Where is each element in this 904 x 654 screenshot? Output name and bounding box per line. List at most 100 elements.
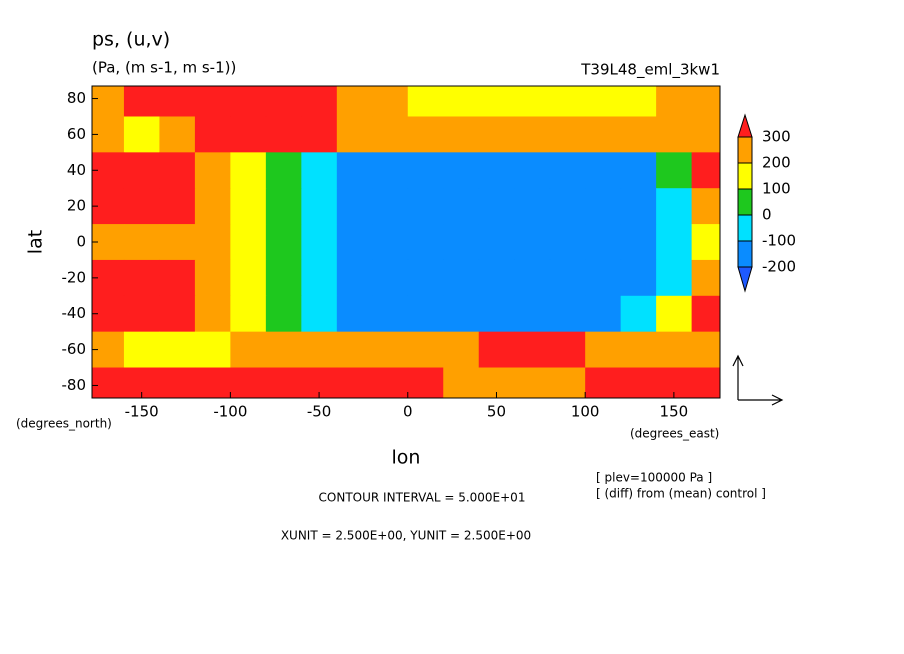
field-cell: [585, 295, 622, 333]
field-cell: [620, 188, 657, 225]
field-cell: [691, 224, 721, 261]
field-cell: [230, 86, 267, 117]
colorbar-box: [737, 136, 753, 164]
field-cell: [372, 116, 409, 153]
field-cell: [407, 367, 444, 399]
field-cell: [123, 188, 160, 225]
field-cell: [656, 116, 693, 153]
field-cell: [230, 295, 267, 333]
field-cell: [620, 367, 657, 399]
field-cell: [372, 331, 409, 369]
field-cell: [549, 367, 586, 399]
y-tick-label: 0: [76, 233, 86, 251]
x-tick-label: -100: [213, 403, 247, 421]
field-cell: [265, 259, 302, 297]
field-cell: [194, 367, 231, 399]
field-cell: [549, 86, 586, 117]
field-cell: [159, 367, 196, 399]
field-cell: [159, 152, 196, 189]
field-cell: [585, 259, 622, 297]
field-cell: [478, 116, 515, 153]
field-cell: [656, 295, 693, 333]
field-cell: [443, 86, 480, 117]
field-cell: [407, 86, 444, 117]
field-cell: [336, 188, 373, 225]
field-cell: [656, 86, 693, 117]
field-cell: [159, 295, 196, 333]
field-cell: [585, 331, 622, 369]
annotation: [ (diff) from (mean) control ]: [596, 487, 766, 501]
field-cell: [301, 152, 338, 189]
field-cell: [123, 224, 160, 261]
field-cell: [478, 188, 515, 225]
field-cell: [336, 295, 373, 333]
field-cell: [265, 152, 302, 189]
field-cell: [159, 188, 196, 225]
field-cell: [301, 295, 338, 333]
field-cell: [478, 224, 515, 261]
field-cell: [194, 295, 231, 333]
field-cell: [549, 295, 586, 333]
field-cell: [514, 86, 551, 117]
y-units: (degrees_north): [16, 417, 112, 431]
field-cell: [443, 152, 480, 189]
field-cell: [514, 152, 551, 189]
y-tick-label: 60: [67, 125, 86, 143]
field-cell: [549, 152, 586, 189]
field-cell: [478, 295, 515, 333]
field-cell: [443, 188, 480, 225]
field-cell: [620, 331, 657, 369]
field-cell: [230, 224, 267, 261]
field-cell: [123, 86, 160, 117]
chart-title: ps, (u,v): [92, 29, 170, 51]
field-cell: [301, 259, 338, 297]
field-cell: [123, 152, 160, 189]
x-tick-label: 150: [660, 403, 689, 421]
field-cell: [194, 224, 231, 261]
field-cell: [620, 86, 657, 117]
field-cell: [407, 259, 444, 297]
field-cell: [514, 295, 551, 333]
field-cell: [159, 331, 196, 369]
y-tick-label: -20: [62, 268, 87, 286]
field-cell: [656, 152, 693, 189]
field-cell: [691, 152, 721, 189]
field-cell: [159, 116, 196, 153]
field-cell: [372, 152, 409, 189]
field-cell: [372, 367, 409, 399]
field-cell: [514, 331, 551, 369]
field-cell: [265, 367, 302, 399]
colorbar-tip: [737, 113, 753, 138]
field-cell: [336, 86, 373, 117]
colorbar-box: [737, 214, 753, 242]
field-cell: [585, 116, 622, 153]
field-cell: [691, 86, 721, 117]
field-cell: [656, 224, 693, 261]
colorbar-label: 300: [762, 128, 791, 146]
field-cell: [336, 116, 373, 153]
field-cell: [656, 188, 693, 225]
field-cell: [265, 116, 302, 153]
x-tick-label: 100: [571, 403, 600, 421]
x-tick-label: 50: [487, 403, 506, 421]
field-cell: [585, 152, 622, 189]
y-tick-label: 20: [67, 197, 86, 215]
field-cell: [265, 86, 302, 117]
field-cell: [265, 224, 302, 261]
field-cell: [585, 367, 622, 399]
field-cell: [372, 259, 409, 297]
field-cell: [301, 188, 338, 225]
field-cell: [443, 367, 480, 399]
vector-units: XUNIT = 2.500E+00, YUNIT = 2.500E+00: [281, 529, 531, 543]
field-cell: [194, 116, 231, 153]
field-cell: [92, 367, 125, 399]
y-tick-label: -40: [62, 304, 87, 322]
field-cell: [194, 331, 231, 369]
colorbar-label: -100: [762, 232, 796, 250]
field-cell: [443, 259, 480, 297]
x-units: (degrees_east): [630, 427, 719, 441]
field-cell: [123, 259, 160, 297]
field-cell: [514, 188, 551, 225]
field-cell: [443, 224, 480, 261]
